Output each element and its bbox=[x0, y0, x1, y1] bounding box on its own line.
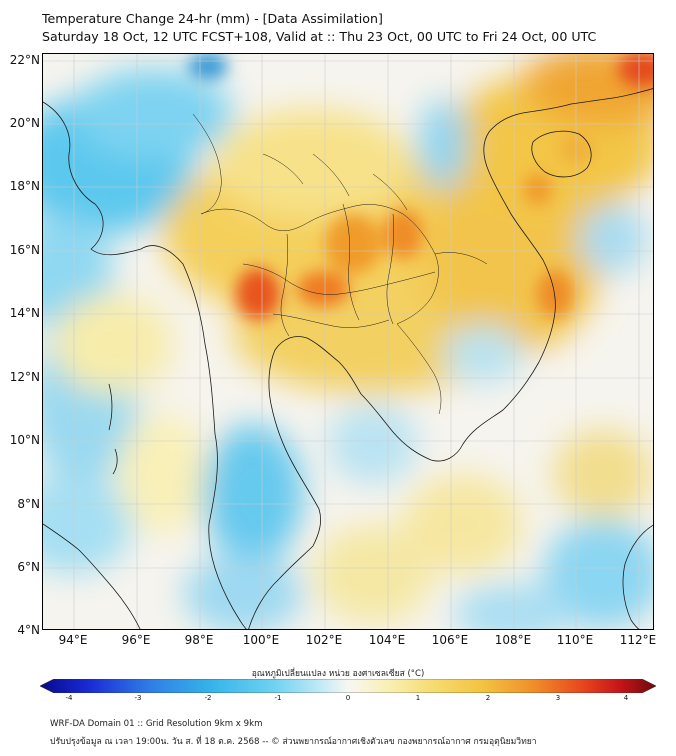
lat-label-16: 16°N bbox=[9, 243, 40, 257]
lon-label-110: 110°E bbox=[556, 633, 594, 647]
lat-label-10: 10°N bbox=[9, 433, 40, 447]
colorbar-tick: 2 bbox=[485, 694, 491, 702]
admin-boundaries bbox=[192, 113, 488, 415]
graticule bbox=[43, 54, 653, 629]
lon-label-100: 100°E bbox=[242, 633, 280, 647]
colorbar-tick: 1 bbox=[415, 694, 421, 702]
colorbar-tick: 0 bbox=[345, 694, 351, 702]
title-line-2: Saturday 18 Oct, 12 UTC FCST+108, Valid … bbox=[42, 29, 597, 44]
lon-label-102: 102°E bbox=[305, 633, 343, 647]
lon-label-112: 112°E bbox=[619, 633, 657, 647]
colorbar-tick: -1 bbox=[274, 694, 282, 702]
lon-label-98: 98°E bbox=[184, 633, 214, 647]
colorbar-tick: -2 bbox=[204, 694, 212, 702]
lat-label-8: 8°N bbox=[17, 497, 40, 511]
lat-label-12: 12°N bbox=[9, 370, 40, 384]
colorbar-tick: 3 bbox=[555, 694, 561, 702]
colorbar bbox=[40, 679, 656, 693]
colorbar-tick: 4 bbox=[623, 694, 629, 702]
colorbar-tick: -4 bbox=[65, 694, 73, 702]
lat-label-6: 6°N bbox=[17, 560, 40, 574]
title-line-1: Temperature Change 24-hr (mm) - [Data As… bbox=[42, 11, 383, 26]
lon-label-106: 106°E bbox=[431, 633, 469, 647]
footer-line-1: WRF-DA Domain 01 :: Grid Resolution 9km … bbox=[50, 719, 263, 729]
colorbar-gradient bbox=[40, 679, 656, 693]
colorbar-tick: -3 bbox=[134, 694, 142, 702]
temperature-change-map[interactable] bbox=[42, 53, 654, 630]
temperature-field bbox=[43, 54, 653, 629]
map-title: Temperature Change 24-hr (mm) - [Data As… bbox=[42, 10, 596, 46]
lat-label-22: 22°N bbox=[9, 53, 40, 67]
lat-label-20: 20°N bbox=[9, 116, 40, 130]
temperature-hotspots bbox=[188, 54, 653, 320]
lat-label-14: 14°N bbox=[9, 306, 40, 320]
lon-label-104: 104°E bbox=[368, 633, 406, 647]
colorbar-caption: อุณหภูมิเปลี่ยนแปลง หน่วย องศาเซลเซียส (… bbox=[251, 669, 425, 679]
lat-label-4: 4°N bbox=[17, 623, 40, 637]
lon-label-94: 94°E bbox=[58, 633, 88, 647]
map-canvas bbox=[43, 54, 653, 629]
lat-label-18: 18°N bbox=[9, 179, 40, 193]
footer-line-2: ปรับปรุงข้อมูล ณ เวลา 19:00น. วัน ส. ที่… bbox=[50, 737, 537, 747]
lon-label-108: 108°E bbox=[494, 633, 532, 647]
coastlines bbox=[43, 88, 653, 629]
lon-label-96: 96°E bbox=[121, 633, 151, 647]
